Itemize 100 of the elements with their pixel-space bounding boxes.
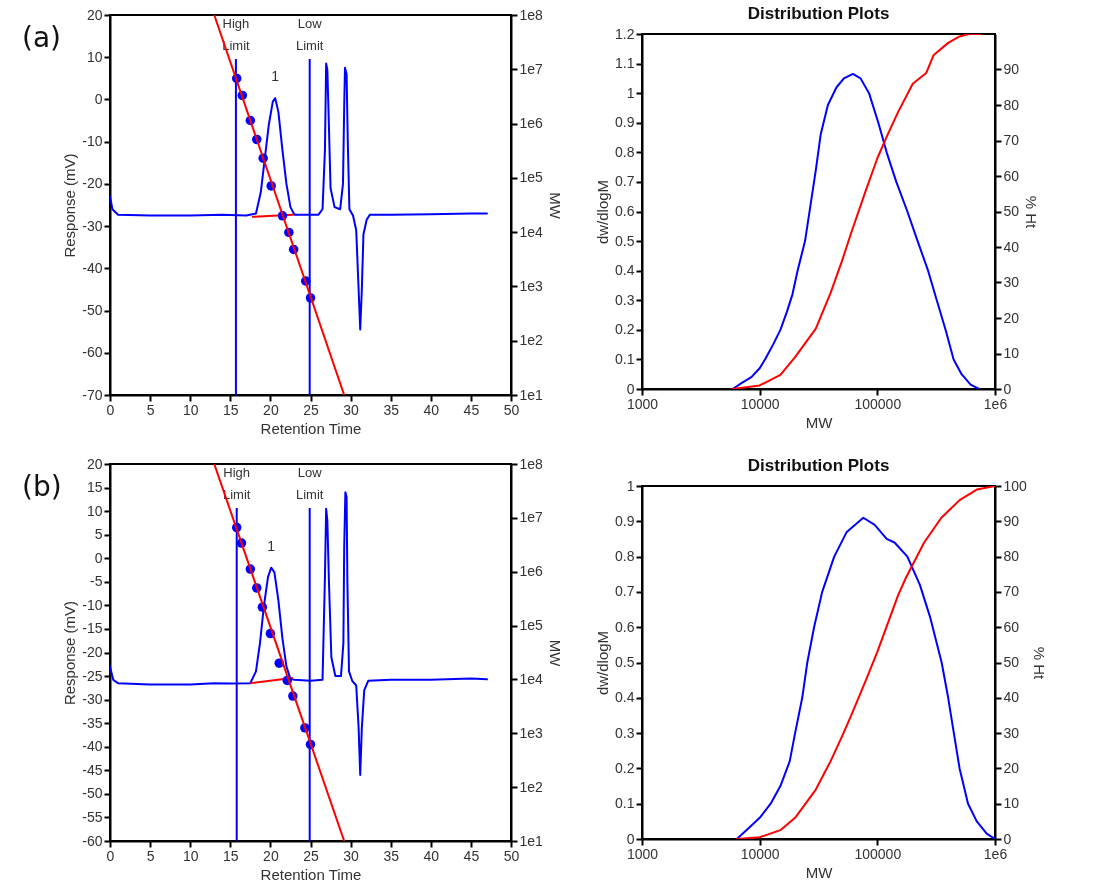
y2-tick-label: 80: [1003, 548, 1020, 565]
x-tick-label: 5: [146, 847, 155, 864]
y-axis-title: dw/dlogM: [594, 179, 612, 245]
x-tick-label: 35: [383, 847, 400, 864]
y-tick-label: 15: [86, 479, 103, 496]
y2-axis-title: % Ht: [1030, 646, 1048, 681]
y-tick-label: 1.1: [615, 55, 635, 72]
annotation: 1: [267, 537, 276, 554]
y-tick-label: 20: [86, 6, 103, 23]
y2-tick-label: 1e1: [519, 832, 544, 849]
y2-tick-label: 100: [1003, 477, 1028, 494]
x-tick-label: 100000: [854, 395, 902, 412]
y-tick-label: -70: [82, 386, 103, 403]
y-tick-label: -25: [82, 667, 103, 684]
x-tick-label: 30: [343, 847, 360, 864]
y2-tick-label: 60: [1003, 618, 1020, 635]
y-axis-title: Response (mV): [61, 600, 79, 706]
y-tick-label: 0.2: [615, 321, 635, 338]
y2-tick-label: 40: [1003, 238, 1020, 255]
x-axis-title: Retention Time: [260, 419, 362, 437]
y2-tick-label: 1e1: [519, 386, 544, 403]
y-tick-label: 20: [86, 455, 103, 472]
x-tick-label: 1000: [626, 845, 659, 862]
x-tick-label: 40: [423, 847, 440, 864]
x-axis-title: MW: [805, 413, 834, 431]
y2-tick-label: 0: [1003, 380, 1012, 397]
y-tick-label: -35: [82, 714, 103, 731]
x-tick-label: 25: [303, 847, 319, 864]
y-tick-label: 0: [94, 90, 103, 107]
y-tick-label: 0.8: [615, 548, 635, 565]
x-tick-label: 15: [223, 401, 239, 418]
y-tick-label: 1: [626, 477, 635, 494]
y-tick-label: 0.4: [615, 262, 635, 279]
y-tick-label: 0.6: [615, 618, 635, 635]
y-tick-label: -60: [82, 832, 103, 849]
y2-tick-label: 1e4: [519, 223, 544, 240]
y-tick-label: -10: [82, 596, 103, 613]
y-tick-label: 0: [94, 549, 103, 566]
y-tick-label: 0.7: [615, 583, 635, 600]
x-tick-label: 10000: [740, 845, 780, 862]
y2-tick-label: 90: [1003, 512, 1020, 529]
y2-tick-label: 30: [1003, 274, 1020, 290]
y-tick-label: 0.7: [615, 173, 635, 190]
y2-tick-label: 1e2: [519, 778, 544, 795]
text: (a): [22, 21, 62, 54]
y2-tick-label: 1e3: [519, 277, 544, 294]
y-tick-label: 0.3: [615, 291, 635, 308]
y-tick-label: -55: [82, 808, 103, 825]
y2-tick-label: 20: [1003, 759, 1020, 776]
x-tick-label: 10: [182, 847, 199, 864]
y2-tick-label: 70: [1003, 132, 1020, 148]
y2-tick-label: 60: [1003, 167, 1020, 184]
y-tick-label: -40: [82, 259, 103, 276]
x-tick-label: 40: [423, 401, 440, 418]
y-tick-label: 0.3: [615, 724, 635, 741]
y-tick-label: -20: [82, 644, 103, 660]
y-tick-label: 0.2: [615, 759, 635, 776]
y2-tick-label: 1e5: [519, 617, 544, 634]
annotation: 1: [271, 68, 280, 85]
y2-tick-label: 1e3: [519, 724, 544, 741]
y2-tick-label: 10: [1003, 795, 1020, 812]
x-tick-label: 100000: [854, 845, 902, 862]
ref-line-label: Low Limit: [295, 465, 324, 502]
x-tick-label: 0: [106, 847, 115, 864]
y-tick-label: 10: [86, 48, 103, 65]
y-tick-label: -5: [90, 573, 103, 590]
y-tick-label: -30: [82, 691, 103, 708]
y-tick-label: -50: [82, 302, 103, 319]
x-tick-label: 1e6: [983, 845, 1008, 862]
y2-tick-label: 1e6: [519, 563, 544, 580]
y-tick-label: 0.9: [615, 512, 635, 529]
y-tick-label: 5: [94, 526, 103, 543]
y-tick-label: -10: [82, 133, 103, 150]
y-tick-label: -50: [82, 785, 103, 802]
x-tick-label: 0: [106, 401, 115, 418]
x-tick-label: 50: [503, 401, 520, 418]
chart-title: Distribution Plots: [747, 4, 890, 23]
y2-tick-label: 40: [1003, 689, 1020, 706]
y2-tick-label: 1e4: [519, 670, 544, 687]
y-tick-label: 10: [86, 502, 103, 519]
x-tick-label: 15: [223, 847, 239, 864]
y-axis-title: dw/dlogM: [594, 630, 612, 696]
y-tick-label: 0.8: [615, 143, 635, 160]
y2-tick-label: 1e6: [519, 115, 544, 132]
y2-tick-label: 50: [1003, 654, 1020, 670]
y-axis-title: Response (mV): [61, 153, 79, 258]
y-tick-label: -30: [82, 217, 103, 234]
ref-line-label: Low Limit: [295, 16, 324, 53]
x-tick-label: 10: [182, 401, 199, 418]
y2-tick-label: 20: [1003, 309, 1020, 326]
y2-tick-label: 0: [1003, 830, 1012, 847]
y2-tick-label: 90: [1003, 61, 1020, 77]
x-tick-label: 1000: [626, 395, 659, 412]
y2-tick-label: 1e5: [519, 169, 544, 186]
x-tick-label: 5: [146, 401, 155, 418]
x-tick-label: 45: [463, 847, 480, 864]
x-tick-label: 50: [503, 847, 520, 864]
x-tick-label: 45: [463, 401, 480, 418]
y-tick-label: -40: [82, 738, 103, 755]
y-tick-label: 0: [626, 830, 635, 847]
